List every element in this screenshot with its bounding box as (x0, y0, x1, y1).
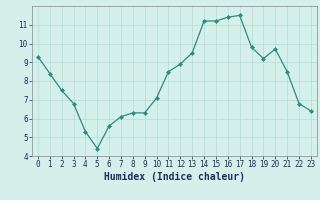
X-axis label: Humidex (Indice chaleur): Humidex (Indice chaleur) (104, 172, 245, 182)
